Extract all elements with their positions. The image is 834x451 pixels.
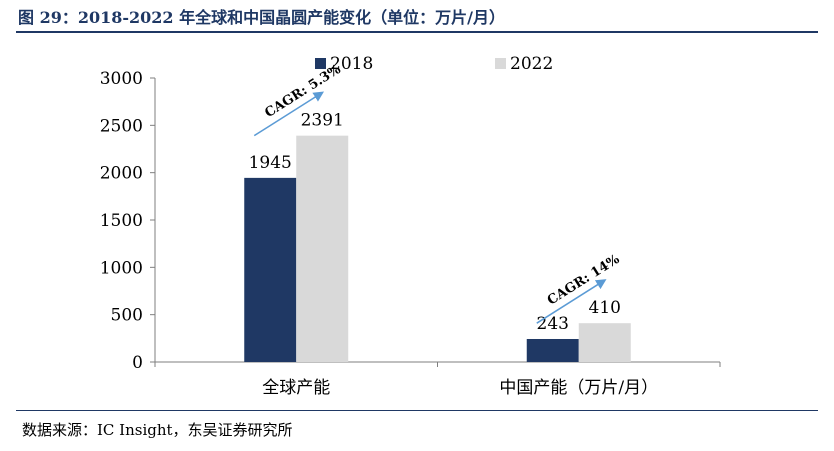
figure-title: 图 29：2018-2022 年全球和中国晶圆产能变化（单位：万片/月） bbox=[18, 8, 505, 27]
legend-label: 2022 bbox=[510, 54, 553, 74]
source-divider bbox=[16, 410, 818, 411]
bar bbox=[578, 323, 631, 362]
bar-chart: 2018 2022 0 500 1000 1500 2000 2500 3000 全球产能 中国产… bbox=[100, 54, 721, 398]
x-tick-label: 全球产能 bbox=[262, 378, 330, 398]
y-tick-label: 1500 bbox=[100, 211, 143, 231]
bar-value-label: 243 bbox=[537, 314, 569, 334]
chart-legend: 2018 2022 bbox=[315, 54, 553, 74]
title-divider bbox=[16, 31, 818, 33]
y-tick-label: 3000 bbox=[100, 69, 143, 89]
cagr-arrow bbox=[536, 279, 607, 324]
bar bbox=[296, 135, 349, 362]
x-tick-label: 中国产能（万片/月） bbox=[499, 378, 658, 398]
bar bbox=[526, 338, 579, 362]
chart-bars: 1945 2391 243 410 bbox=[244, 111, 631, 362]
bar-value-label: 2391 bbox=[301, 111, 344, 131]
y-tick-label: 500 bbox=[111, 306, 143, 326]
source-note: 数据来源：IC Insight，东吴证券研究所 bbox=[22, 421, 293, 439]
cagr-arrow bbox=[253, 91, 325, 137]
y-tick-label: 2500 bbox=[100, 116, 143, 136]
legend-swatch bbox=[315, 58, 326, 69]
bar-value-label: 1945 bbox=[249, 153, 292, 173]
bar bbox=[244, 177, 297, 362]
chart-axes: 0 500 1000 1500 2000 2500 3000 全球产能 中国产能（万片/月） bbox=[100, 69, 721, 398]
y-tick-label: 2000 bbox=[100, 164, 143, 184]
y-tick-label: 0 bbox=[132, 353, 143, 373]
bar-value-label: 410 bbox=[589, 298, 621, 318]
legend-swatch bbox=[495, 58, 506, 69]
y-tick-label: 1000 bbox=[100, 258, 143, 278]
legend-label: 2018 bbox=[330, 54, 373, 74]
